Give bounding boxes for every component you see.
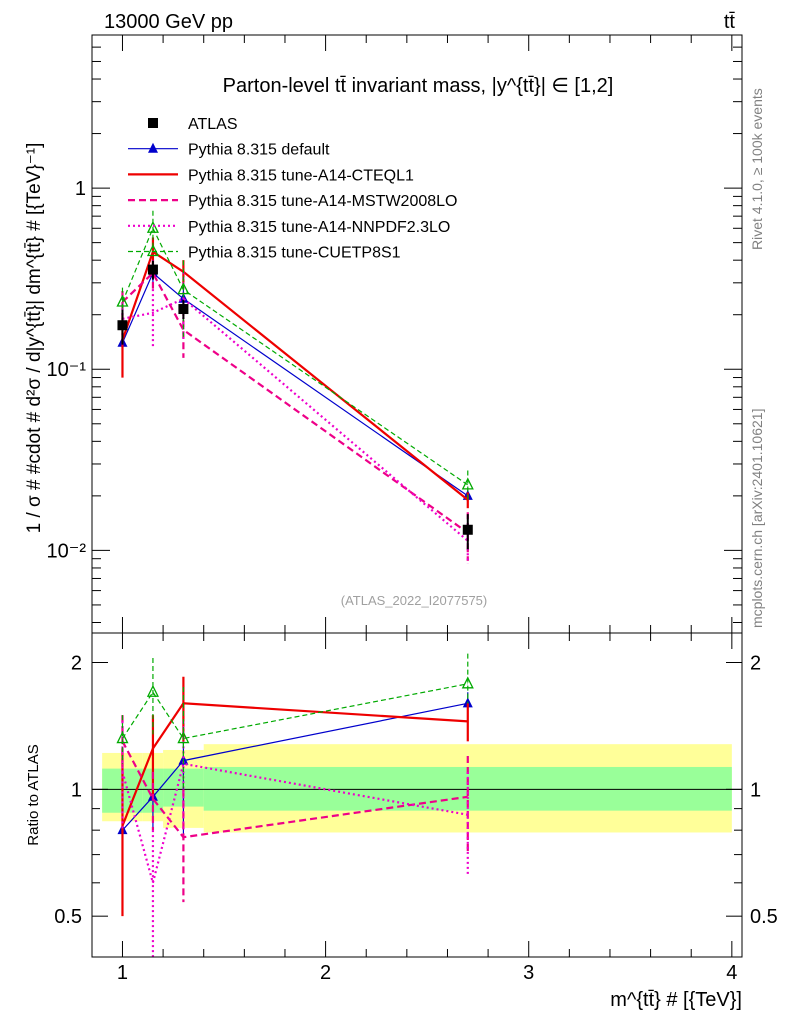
ratio-series-line-3 <box>121 762 468 888</box>
ratio-marker-4 <box>116 731 129 744</box>
legend-marker-0 <box>148 142 158 153</box>
mcplots-label: mcplots.cern.ch [arXiv:2401.10621] <box>749 409 765 628</box>
ratio-series-line-4 <box>121 683 468 740</box>
ratio-y-axis-title: Ratio to ATLAS <box>25 744 42 845</box>
main-y-tick-label: 1 <box>75 178 86 200</box>
atlas-data-point <box>147 264 158 275</box>
legend-label: Pythia 8.315 tune-A14-MSTW2008LO <box>188 193 457 210</box>
legend-marker-atlas <box>148 118 158 128</box>
ratio-y-tick-label: 2 <box>71 653 82 675</box>
legend-label: Pythia 8.315 tune-A14-CTEQL1 <box>188 167 414 184</box>
atlas-data-point <box>117 320 128 331</box>
ratio-y-tick-label: 1 <box>71 779 82 801</box>
ratio-axis-layer: 0.5 0.5 1 1 2 2 1 2 3 4 <box>54 633 778 984</box>
series-line-4 <box>121 226 469 486</box>
ratio-panel-frame <box>91 632 743 958</box>
ratio-series-line-0 <box>122 702 468 831</box>
ratio-y-tick-label-right: 0.5 <box>750 906 778 928</box>
legend: ATLAS Pythia 8.315 default Pythia 8.315 tu… <box>128 116 457 262</box>
rivet-version-label: Rivet 4.1.0, ≥ 100k events <box>749 88 765 250</box>
ratio-marker-4 <box>146 684 159 697</box>
series-line-3 <box>122 297 469 542</box>
header-energy: 13000 GeV pp <box>104 11 233 33</box>
x-tick-label: 1 <box>117 962 128 984</box>
ratio-marker-4 <box>461 676 474 689</box>
legend-label: Pythia 8.315 default <box>188 142 330 159</box>
main-y-tick-label: 10⁻¹ <box>47 359 87 381</box>
main-y-axis-title: 1 / σ # #cdot # d²σ / d|y^{tt̄}| dm^{tt̄… <box>24 143 45 534</box>
ratio-y-tick-label: 0.5 <box>54 906 82 928</box>
ratio-marker-4 <box>177 731 190 744</box>
series-marker-4 <box>177 282 190 295</box>
ratio-series-line-1 <box>121 702 468 827</box>
legend-marker-4 <box>146 244 160 257</box>
x-axis-title: m^{tt̄} # [{TeV}] <box>610 989 742 1011</box>
series-marker-4 <box>116 294 129 307</box>
x-tick-label: 4 <box>726 962 737 984</box>
series-marker-4 <box>461 477 474 490</box>
main-axis-layer: 10⁻² 10⁻¹ 1 <box>47 34 742 633</box>
ratio-series-line-2 <box>121 740 468 839</box>
x-tick-label: 2 <box>320 962 331 984</box>
ratio-series-layer <box>116 653 474 957</box>
legend-label: Pythia 8.315 tune-CUETP8S1 <box>188 245 401 262</box>
plot-title: Parton-level tt̄ invariant mass, |y^{tt̄… <box>223 75 614 97</box>
analysis-watermark: (ATLAS_2022_I2077575) <box>341 593 487 608</box>
series-line-2 <box>121 271 469 534</box>
x-tick-label: 3 <box>523 962 534 984</box>
ratio-y-tick-label-right: 2 <box>750 653 761 675</box>
ratio-band-layer <box>92 744 742 833</box>
series-line-0 <box>121 272 469 497</box>
legend-label: Pythia 8.315 tune-A14-NNPDF2.3LO <box>188 219 450 236</box>
atlas-data-point <box>178 304 189 315</box>
main-y-tick-label: 10⁻² <box>47 540 87 562</box>
series-line-1 <box>121 250 469 501</box>
main-data-layer <box>117 260 473 550</box>
header-process: tt̄ <box>724 11 736 33</box>
legend-label: ATLAS <box>188 116 238 133</box>
series-marker-4 <box>146 220 159 233</box>
ratio-y-tick-label-right: 1 <box>750 779 761 801</box>
atlas-data-point <box>462 524 473 535</box>
